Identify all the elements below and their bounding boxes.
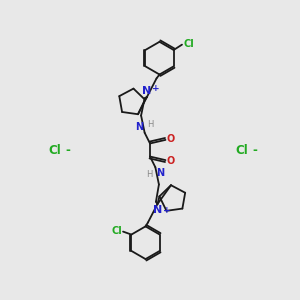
Text: O: O: [167, 134, 175, 144]
Text: +: +: [152, 84, 160, 93]
Text: H: H: [146, 170, 152, 179]
Text: N: N: [153, 205, 162, 215]
Text: Cl: Cl: [49, 143, 61, 157]
Text: N: N: [135, 122, 143, 132]
Text: +: +: [163, 206, 170, 215]
Text: N: N: [142, 86, 152, 96]
Text: N: N: [157, 168, 165, 178]
Text: -: -: [252, 143, 257, 157]
Text: Cl: Cl: [183, 39, 194, 49]
Text: O: O: [167, 156, 175, 166]
Text: H: H: [147, 120, 154, 129]
Text: -: -: [65, 143, 70, 157]
Text: Cl: Cl: [236, 143, 248, 157]
Text: Cl: Cl: [111, 226, 122, 236]
